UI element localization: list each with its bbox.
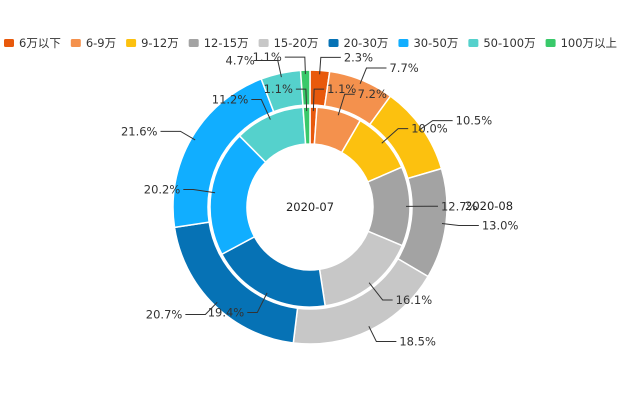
legend-swatch [126,39,137,47]
leader-line [337,93,355,116]
leader-line [368,282,393,301]
legend-swatch [545,39,556,47]
inner-label-cat-7: 11.2% [212,93,271,120]
leader-line [441,222,479,227]
leader-line [257,60,282,78]
legend-swatch [468,39,479,47]
outer-label-cat-6: 21.6% [121,124,196,141]
leader-line [295,88,308,112]
percent-label: 21.6% [121,124,158,138]
inner-label-cat-0: 1.1% [312,82,356,112]
legend-label: 15-20万 [274,36,319,50]
outer-label-cat-4: 18.5% [368,326,436,349]
inner-label-cat-6: 20.2% [144,182,216,196]
outer-label-cat-8: 1.1% [253,50,306,75]
percent-label: 12.7% [441,199,478,213]
percent-label: 7.2% [358,87,387,101]
percent-label: 10.5% [456,114,493,128]
legend-label: 9-12万 [141,36,179,50]
inner-slice-cat-8[interactable] [302,106,311,145]
slice-labels: 1.1% 7.2%10.0%12.7%16.1%19.4%20.2%11.2%1.… [121,50,519,348]
percent-label: 11.2% [212,93,249,107]
leader-line [183,188,216,194]
leader-line [185,301,218,315]
percent-label: 1.1% [327,82,356,96]
percent-label: 20.2% [144,182,181,196]
percent-label: 18.5% [399,335,436,349]
outer-label-cat-1: 7.7% [359,61,419,84]
outer-label-cat-5: 20.7% [146,301,218,321]
percent-label: 1.1% [264,82,293,96]
leader-line [312,88,325,112]
percent-label: 7.7% [389,61,418,75]
legend-item-cat-8[interactable]: 100万以上 [545,36,617,50]
percent-label: 2.3% [344,50,373,64]
leader-line [160,130,196,141]
legend-label: 12-15万 [204,36,249,50]
legend-label: 30-50万 [413,36,458,50]
outer-label-cat-2: 10.5% [418,114,493,131]
legend-item-cat-7[interactable]: 50-100万 [468,36,536,50]
legend-item-cat-4[interactable]: 15-20万 [258,36,319,50]
inner-label-cat-3: 12.7% [405,199,478,213]
inner-label-cat-1: 7.2% [337,87,387,116]
leader-line [251,99,271,120]
legend-item-cat-1[interactable]: 6-9万 [70,36,116,50]
legend-swatch [4,39,14,47]
percent-label: 16.1% [396,293,433,307]
inner-ring [209,106,411,308]
legend-item-cat-2[interactable]: 9-12万 [126,36,179,50]
leader-line [368,326,397,343]
legend-swatch [188,39,199,47]
inner-label-cat-5: 19.4% [208,292,268,320]
percent-label: 1.1% [253,50,282,64]
percent-label: 4.7% [226,54,255,68]
percent-label: 10.0% [411,122,448,136]
inner-ring-series-label: 2020-07 [286,200,334,214]
legend-label: 20-30万 [344,36,389,50]
legend-label: 50-100万 [483,36,535,50]
legend-swatch [328,39,339,47]
outer-label-cat-3: 13.0% [441,219,519,233]
inner-label-cat-4: 16.1% [368,282,433,307]
legend-item-cat-3[interactable]: 12-15万 [188,36,249,50]
legend-item-cat-5[interactable]: 20-30万 [328,36,389,50]
leader-line [359,67,387,84]
outer-label-cat-0: 2.3% [319,50,373,75]
leader-line [381,128,409,144]
legend-label: 6万以下 [19,36,61,50]
legend-item-cat-6[interactable]: 30-50万 [398,36,458,50]
percent-label: 19.4% [208,306,245,320]
donut-rings [172,69,448,345]
legend-swatch [398,39,409,47]
percent-label: 13.0% [482,219,519,233]
percent-label: 20.7% [146,307,183,321]
leader-line [284,56,306,75]
legend-label: 6-9万 [86,36,116,50]
leader-line [418,120,453,131]
outer-ring [172,69,448,345]
inner-label-cat-8: 1.1% [264,82,308,112]
legend-label: 100万以上 [561,36,617,50]
outer-slice-cat-8[interactable] [299,69,311,107]
outer-label-cat-7: 4.7% [226,54,282,78]
inner-label-cat-2: 10.0% [381,122,448,144]
legend-swatch [70,39,81,47]
legend-item-cat-0[interactable]: 6万以下 [4,36,61,50]
leader-line [319,56,341,75]
legend-swatch [258,39,269,47]
chart-legend: 6万以下 6-9万 9-12万 12-15万 15-20万 20-30万 30-50万 50-… [4,36,617,50]
leader-line [247,292,268,314]
outer-ring-series-label: 2020-08 [465,199,513,213]
